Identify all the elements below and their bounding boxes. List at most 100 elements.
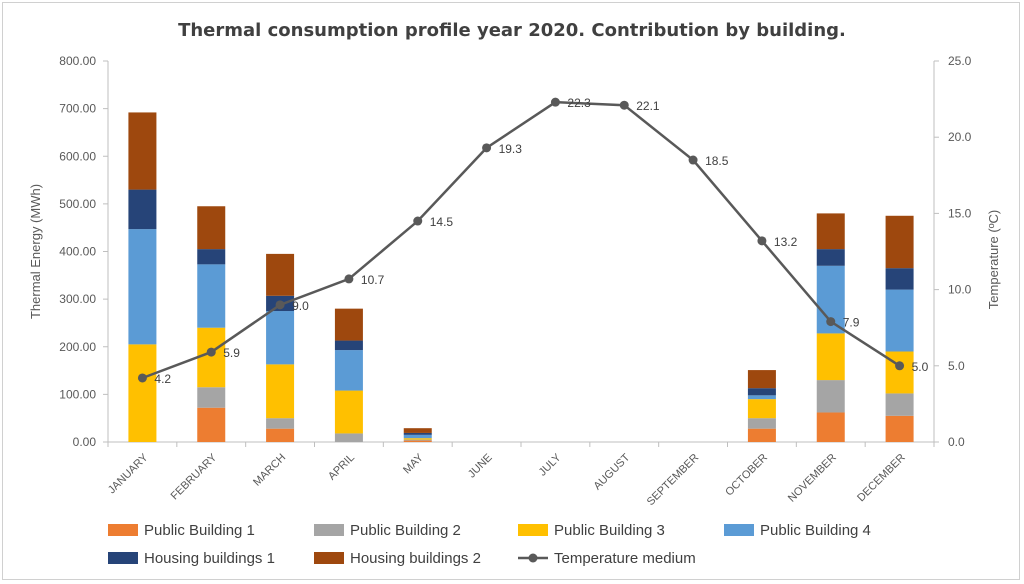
temperature-point bbox=[895, 361, 905, 371]
temperature-point bbox=[826, 317, 836, 327]
temperature-point bbox=[688, 155, 698, 165]
bar-segment-public-building-3 bbox=[128, 344, 157, 442]
temperature-data-label: 5.9 bbox=[223, 346, 240, 360]
temperature-point bbox=[137, 373, 147, 383]
y-tick-label: 600.00 bbox=[59, 149, 96, 163]
bar-segment-housing-buildings-2 bbox=[334, 308, 363, 341]
legend-line-marker bbox=[528, 553, 538, 563]
bar-segment-public-building-2 bbox=[816, 380, 845, 413]
temperature-data-label: 22.3 bbox=[567, 96, 591, 110]
y2-tick-label: 5.0 bbox=[948, 359, 965, 373]
temperature-point bbox=[757, 236, 767, 246]
legend-label: Public Building 1 bbox=[144, 522, 255, 539]
y-tick-label: 400.00 bbox=[59, 245, 96, 259]
bar-segment-public-building-2 bbox=[747, 418, 776, 429]
bar-segment-housing-buildings-1 bbox=[197, 249, 226, 265]
x-tick-label: NOVEMBER bbox=[786, 452, 839, 505]
legend-label: Temperature medium bbox=[554, 550, 696, 567]
temperature-data-label: 10.7 bbox=[361, 273, 385, 287]
temperature-line bbox=[141, 100, 901, 380]
bar-segment-housing-buildings-1 bbox=[334, 340, 363, 351]
y-tick-label: 200.00 bbox=[59, 340, 96, 354]
bar-segment-public-building-4 bbox=[334, 350, 363, 391]
bar-segment-public-building-4 bbox=[128, 229, 157, 345]
bar-segment-public-building-4 bbox=[403, 434, 432, 439]
bar-segment-public-building-4 bbox=[197, 264, 226, 328]
legend-swatch bbox=[314, 552, 344, 564]
bar-segment-housing-buildings-1 bbox=[128, 189, 157, 230]
x-tick-label: OCTOBER bbox=[723, 452, 770, 499]
y2-tick-label: 10.0 bbox=[948, 283, 972, 297]
y-tick-label: 0.00 bbox=[73, 435, 97, 449]
legend-swatch bbox=[108, 524, 138, 536]
bar-segment-public-building-2 bbox=[403, 439, 432, 441]
legend-label: Public Building 3 bbox=[554, 522, 665, 539]
bar-segment-public-building-1 bbox=[197, 407, 226, 442]
bar-segment-public-building-2 bbox=[334, 433, 363, 442]
y-tick-label: 100.00 bbox=[59, 387, 96, 401]
bar-segment-public-building-3 bbox=[403, 438, 432, 440]
x-tick-label: JANUARY bbox=[106, 451, 151, 496]
bar-segment-public-building-1 bbox=[885, 415, 914, 442]
bar-segment-housing-buildings-2 bbox=[128, 112, 157, 190]
y2-tick-label: 20.0 bbox=[948, 130, 972, 144]
temperature-data-label: 9.0 bbox=[292, 299, 309, 313]
temperature-point bbox=[413, 216, 423, 226]
bar-segment-public-building-3 bbox=[747, 399, 776, 419]
bar-segment-public-building-3 bbox=[266, 364, 295, 419]
bar-segment-public-building-4 bbox=[885, 289, 914, 352]
temperature-data-label: 4.2 bbox=[154, 372, 171, 386]
x-tick-label: MARCH bbox=[251, 452, 288, 489]
temperature-data-label: 7.9 bbox=[843, 316, 860, 330]
bar-segment-public-building-3 bbox=[885, 351, 914, 394]
legend-label: Public Building 2 bbox=[350, 522, 461, 539]
bar-segment-public-building-1 bbox=[816, 412, 845, 442]
x-tick-label: FEBRUARY bbox=[169, 451, 220, 502]
bar-segment-public-building-3 bbox=[816, 333, 845, 381]
bar-segment-housing-buildings-1 bbox=[403, 432, 432, 435]
bar-segment-housing-buildings-2 bbox=[266, 253, 295, 296]
bar-segment-housing-buildings-1 bbox=[747, 388, 776, 396]
y2-tick-label: 0.0 bbox=[948, 435, 965, 449]
bar-segment-public-building-4 bbox=[747, 395, 776, 400]
legend-swatch bbox=[518, 524, 548, 536]
bar-segment-public-building-2 bbox=[266, 418, 295, 429]
bar-segment-housing-buildings-1 bbox=[885, 268, 914, 290]
x-tick-label: SEPTEMBER bbox=[645, 452, 702, 509]
x-tick-label: AUGUST bbox=[591, 451, 632, 492]
x-tick-label: MAY bbox=[401, 451, 426, 476]
y2-axis-title: Temperature (ºC) bbox=[986, 210, 1001, 309]
legend-label: Housing buildings 1 bbox=[144, 550, 275, 567]
bar-segment-public-building-2 bbox=[197, 387, 226, 408]
x-tick-label: DECEMBER bbox=[855, 452, 908, 505]
y-axis-title: Thermal Energy (MWh) bbox=[28, 184, 43, 319]
legend-swatch bbox=[314, 524, 344, 536]
bar-segment-public-building-1 bbox=[403, 440, 432, 442]
bar-segment-housing-buildings-1 bbox=[816, 249, 845, 266]
x-tick-label: JULY bbox=[537, 451, 564, 478]
bar-segment-housing-buildings-2 bbox=[197, 206, 226, 250]
legend-swatch bbox=[724, 524, 754, 536]
legend-label: Housing buildings 2 bbox=[350, 550, 481, 567]
temperature-data-label: 14.5 bbox=[430, 215, 454, 229]
x-tick-label: APRIL bbox=[326, 452, 357, 483]
bar-segment-public-building-4 bbox=[266, 311, 295, 365]
temperature-point bbox=[550, 97, 560, 107]
chart-title: Thermal consumption profile year 2020. C… bbox=[178, 20, 846, 41]
temperature-point bbox=[275, 300, 285, 310]
temperature-point bbox=[206, 347, 216, 357]
temperature-data-label: 13.2 bbox=[774, 235, 798, 249]
bar-segment-public-building-3 bbox=[334, 390, 363, 434]
temperature-point bbox=[619, 100, 629, 110]
temperature-data-label: 19.3 bbox=[499, 142, 523, 156]
y2-tick-label: 25.0 bbox=[948, 54, 972, 68]
temperature-data-label: 18.5 bbox=[705, 154, 729, 168]
legend-label: Public Building 4 bbox=[760, 522, 871, 539]
bar-segment-public-building-1 bbox=[747, 428, 776, 442]
bar-segment-housing-buildings-2 bbox=[403, 428, 432, 433]
temperature-point bbox=[482, 143, 492, 153]
y-tick-label: 800.00 bbox=[59, 54, 96, 68]
temperature-point bbox=[344, 274, 354, 284]
